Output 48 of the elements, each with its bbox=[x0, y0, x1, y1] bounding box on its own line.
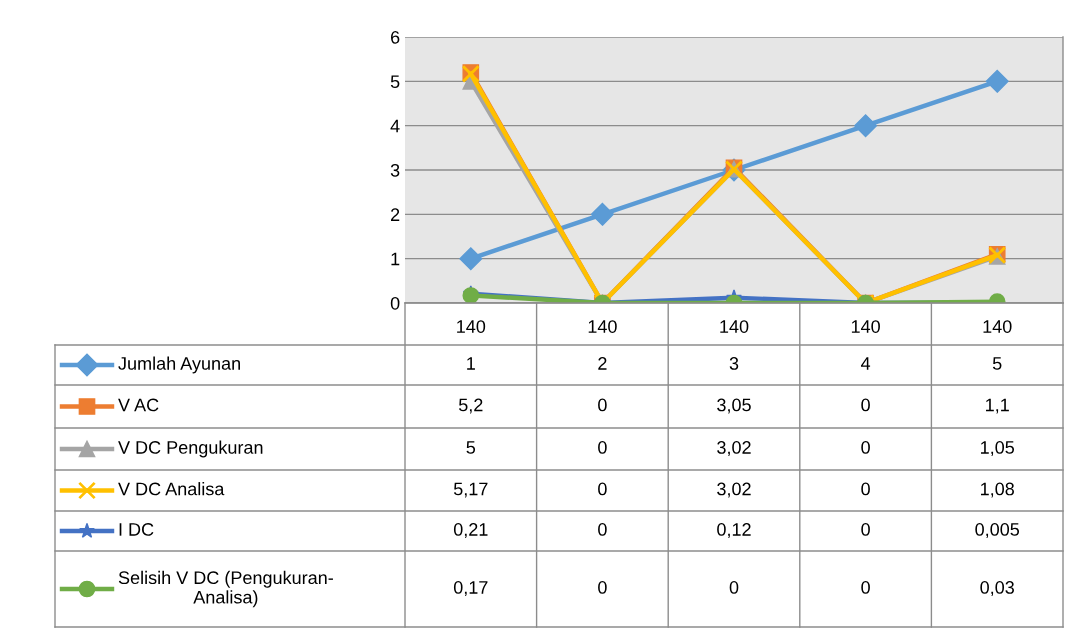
legend-label: Selisih V DC (Pengukuran-Analisa) bbox=[118, 570, 333, 608]
data-label: 0 bbox=[598, 523, 607, 536]
legend-label: V DC Pengukuran bbox=[118, 440, 263, 458]
data-label: 5,17 bbox=[453, 482, 488, 498]
data-label: 5 bbox=[992, 357, 1002, 370]
data-label: 0 bbox=[598, 482, 607, 496]
x-tick-label: 140 bbox=[720, 320, 749, 333]
data-label: 0,17 bbox=[453, 581, 488, 596]
data-label: 3,05 bbox=[717, 398, 751, 414]
data-label: 5,2 bbox=[458, 398, 483, 414]
data-label: 0 bbox=[861, 441, 870, 454]
data-label: 0 bbox=[861, 581, 870, 594]
data-label: 1,05 bbox=[981, 441, 1015, 456]
y-tick-label: 4 bbox=[390, 119, 400, 133]
data-label: 0,03 bbox=[980, 581, 1014, 596]
y-tick-label: 0 bbox=[390, 296, 400, 310]
x-tick-label: 140 bbox=[983, 320, 1012, 333]
data-label: 1 bbox=[467, 357, 475, 370]
data-label: 1,08 bbox=[981, 482, 1014, 498]
data-label: 3 bbox=[729, 357, 739, 370]
data-label: 0 bbox=[598, 581, 607, 594]
y-tick-label: 2 bbox=[391, 208, 400, 221]
legend-label: V DC Analisa bbox=[118, 482, 225, 496]
legend-label: I DC bbox=[119, 523, 154, 536]
data-label: 0 bbox=[598, 398, 607, 412]
data-label: 0,21 bbox=[453, 523, 488, 538]
data-label: 0 bbox=[861, 523, 870, 536]
x-tick-label: 140 bbox=[851, 320, 880, 333]
data-label: 0 bbox=[861, 482, 870, 496]
y-tick-label: 3 bbox=[390, 163, 400, 177]
x-tick-label: 140 bbox=[457, 320, 486, 333]
y-tick-label: 6 bbox=[391, 30, 400, 44]
data-label: 4 bbox=[860, 357, 871, 370]
data-label: 2 bbox=[598, 357, 607, 370]
legend-label: Jumlah Ayunan bbox=[118, 356, 240, 374]
y-tick-label: 5 bbox=[390, 75, 400, 89]
data-label: 0 bbox=[598, 441, 607, 454]
x-tick-label: 140 bbox=[588, 320, 617, 333]
data-label: 3,02 bbox=[717, 482, 751, 498]
data-label: 0,005 bbox=[975, 523, 1020, 538]
data-label: 1,1 bbox=[986, 398, 1009, 414]
data-label: 5 bbox=[466, 441, 476, 454]
data-label: 0 bbox=[729, 581, 739, 594]
data-label: 3,02 bbox=[717, 441, 751, 456]
data-label: 0 bbox=[861, 398, 870, 412]
y-tick-label: 1 bbox=[391, 252, 400, 266]
data-label: 0,12 bbox=[717, 523, 751, 538]
legend-label: V AC bbox=[118, 398, 159, 412]
